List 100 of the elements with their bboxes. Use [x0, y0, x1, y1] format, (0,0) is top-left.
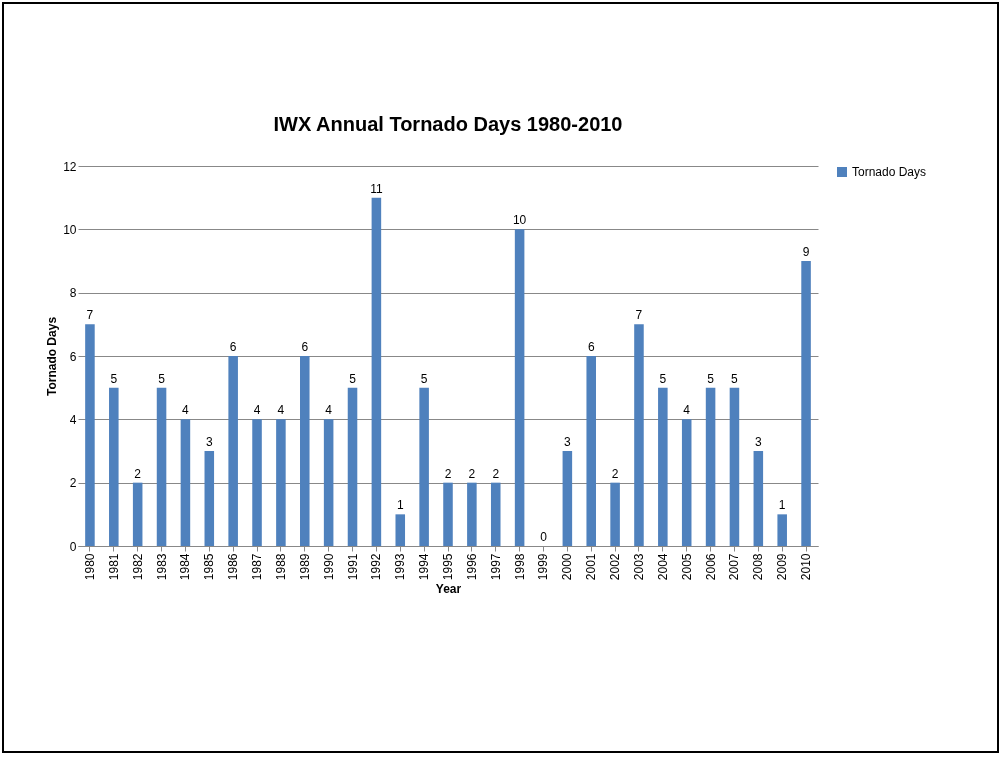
bar	[610, 482, 620, 546]
bar	[323, 419, 334, 546]
bar	[156, 387, 167, 546]
data-label: 11	[370, 181, 383, 196]
x-tick-label: 1985	[202, 553, 217, 581]
data-label: 6	[229, 340, 237, 354]
data-label: 0	[540, 530, 548, 544]
x-tick-label: 2005	[679, 553, 694, 581]
x-tick-label: 1995	[441, 553, 455, 581]
bar	[467, 482, 477, 546]
data-label: 2	[492, 466, 500, 481]
x-tick-label: 1991	[345, 553, 360, 581]
data-label: 9	[802, 245, 810, 259]
x-tick-label: 2001	[584, 553, 599, 581]
bar	[180, 419, 191, 546]
x-tick-label: 2004	[655, 553, 670, 581]
y-axis-title: Tornado Days	[45, 316, 60, 397]
data-label: 5	[659, 371, 667, 386]
data-label: 4	[277, 403, 285, 418]
x-tick-label: 1983	[154, 553, 169, 581]
data-label: 3	[205, 435, 213, 449]
bar	[228, 356, 238, 546]
legend-label: Tornado Days	[852, 165, 927, 179]
x-tick-label: 2003	[631, 553, 646, 581]
x-tick-label: 2007	[727, 553, 742, 581]
data-label: 10	[512, 213, 527, 228]
y-tick-label: 8	[69, 286, 77, 301]
data-label: 2	[134, 466, 142, 481]
bar	[562, 451, 573, 546]
bar	[681, 419, 692, 546]
bar	[753, 451, 764, 546]
bar	[347, 387, 358, 546]
data-label: 2	[468, 466, 476, 481]
data-label: 3	[754, 435, 762, 449]
x-tick-label: 1986	[226, 553, 241, 581]
x-tick-label: 2000	[560, 553, 575, 581]
bar	[204, 451, 215, 546]
bar	[634, 324, 644, 546]
data-label: 1	[396, 498, 404, 513]
bar	[729, 387, 740, 546]
bar	[586, 356, 596, 546]
x-tick-label: 1988	[273, 553, 288, 581]
x-tick-label: 2006	[703, 553, 718, 581]
data-label: 6	[587, 340, 595, 354]
x-tick-label: 1980	[82, 553, 97, 581]
x-tick-label: 2002	[608, 553, 623, 581]
bar	[801, 261, 811, 546]
data-label: 2	[444, 466, 452, 481]
data-label: 5	[420, 371, 428, 386]
data-label: 5	[110, 371, 118, 386]
y-tick-label: 12	[63, 159, 77, 174]
data-label: 7	[86, 308, 94, 323]
bar	[490, 482, 501, 546]
x-tick-label: 1987	[250, 553, 265, 581]
x-tick-label: 1992	[369, 553, 384, 581]
x-tick-label: 1982	[130, 553, 145, 581]
data-label: 3	[564, 435, 572, 449]
data-label: 5	[731, 371, 739, 386]
data-label: 5	[158, 371, 166, 386]
bar	[109, 387, 119, 546]
bar	[132, 482, 143, 546]
bar	[300, 356, 310, 546]
x-tick-label: 1993	[393, 553, 408, 581]
bar	[777, 514, 787, 546]
x-tick-label: 1997	[488, 553, 503, 581]
x-tick-label: 1990	[321, 553, 336, 581]
data-label: 4	[325, 403, 333, 418]
x-tick-label: 1998	[512, 553, 527, 581]
x-tick-label: 1999	[536, 553, 551, 581]
bar	[658, 387, 668, 546]
bar	[276, 419, 286, 546]
x-tick-label: 1996	[464, 553, 479, 581]
y-tick-label: 2	[69, 476, 77, 491]
bar	[419, 387, 429, 546]
x-tick-label: 1981	[106, 553, 121, 581]
x-tick-label: 1984	[178, 553, 193, 581]
data-label: 5	[349, 371, 357, 386]
x-tick-label: 2010	[799, 553, 814, 581]
data-label: 4	[182, 403, 190, 418]
chart-title: IWX Annual Tornado Days 1980-2010	[273, 113, 623, 135]
data-label: 6	[301, 340, 309, 354]
data-label: 5	[707, 371, 715, 386]
y-tick-label: 0	[69, 539, 77, 554]
bar	[443, 482, 453, 546]
bar	[514, 229, 525, 546]
bar	[395, 514, 406, 546]
data-label: 7	[635, 308, 643, 323]
y-tick-label: 4	[69, 412, 77, 427]
bar	[85, 324, 95, 546]
data-label: 4	[683, 403, 691, 418]
bar	[252, 419, 262, 546]
data-label: 4	[253, 403, 261, 418]
y-tick-label: 10	[63, 222, 77, 237]
x-tick-label: 1994	[417, 553, 432, 581]
y-tick-label: 6	[69, 349, 77, 364]
x-tick-label: 1989	[297, 553, 312, 581]
bar	[371, 197, 382, 546]
x-tick-label: 2009	[775, 553, 790, 581]
data-label: 2	[611, 466, 619, 481]
x-tick-label: 2008	[751, 553, 766, 581]
